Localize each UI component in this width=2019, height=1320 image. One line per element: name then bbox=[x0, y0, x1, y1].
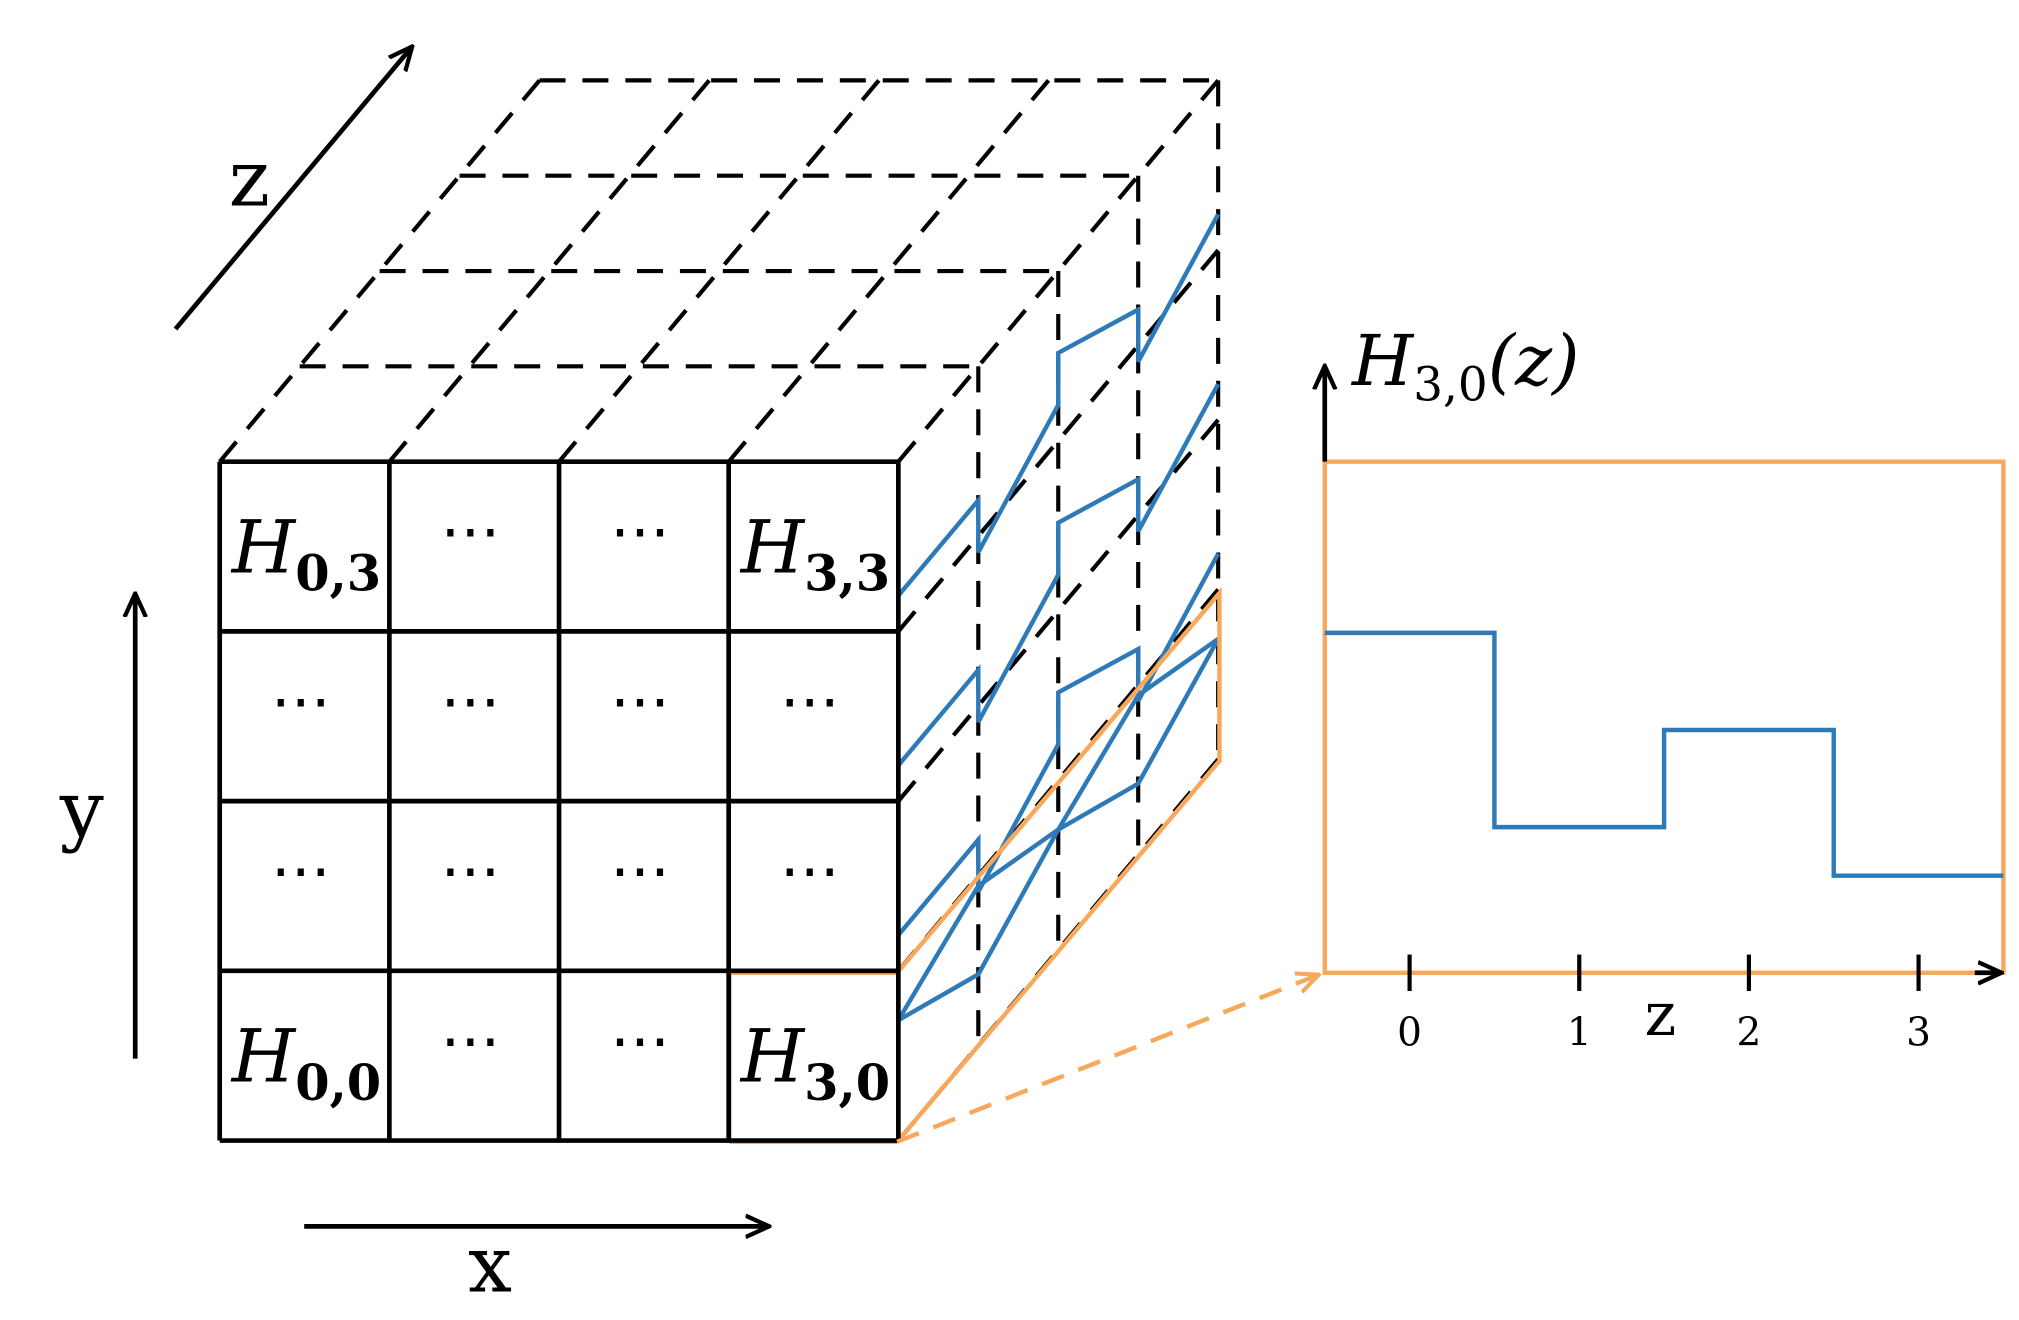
cell-histogram-trace bbox=[896, 552, 1221, 937]
histogram-tick-label: 0 bbox=[1397, 1011, 1422, 1056]
cell-ellipsis: ⋯ bbox=[440, 836, 508, 906]
z-histogram-traces bbox=[896, 213, 1221, 1023]
cell-histogram-trace bbox=[896, 382, 1221, 767]
cell-ellipsis: ⋯ bbox=[610, 497, 678, 567]
histogram-tick-label: 2 bbox=[1736, 1011, 1761, 1056]
histogram-frame bbox=[1322, 459, 2006, 975]
cell-ellipsis: ⋯ bbox=[610, 1006, 678, 1076]
histogram-title: H3,0(z) bbox=[1350, 320, 1579, 413]
y-axis-label: y bbox=[59, 765, 104, 855]
cell-ellipsis: ⋯ bbox=[780, 836, 848, 906]
cell-label: H3,3 bbox=[739, 506, 890, 603]
cube-front-face bbox=[217, 459, 901, 1143]
cell-ellipsis: ⋯ bbox=[440, 497, 508, 567]
histogram-step-line bbox=[1324, 630, 2004, 878]
cell-histogram-trace bbox=[896, 213, 1221, 598]
cell-ellipsis: ⋯ bbox=[271, 666, 339, 736]
cell-ellipsis: ⋯ bbox=[440, 666, 508, 736]
cube-dashed-grid bbox=[218, 78, 1221, 1142]
x-axis-label: x bbox=[468, 1220, 512, 1310]
cell-ellipsis: ⋯ bbox=[610, 666, 678, 736]
cell-histogram-trace bbox=[896, 637, 1220, 1022]
cell-ellipsis: ⋯ bbox=[271, 836, 339, 906]
histogram-x-label: z bbox=[1645, 980, 1677, 1050]
cell-ellipsis: ⋯ bbox=[780, 666, 848, 736]
cell-label: H3,0 bbox=[739, 1015, 890, 1112]
histogram-tick-label: 1 bbox=[1567, 1011, 1592, 1056]
z-axis-label: z bbox=[229, 134, 270, 224]
cell-ellipsis: ⋯ bbox=[610, 836, 678, 906]
histogram-ticks: 0 1 2 3 bbox=[1397, 954, 1931, 1056]
cell-ellipsis: ⋯ bbox=[440, 1006, 508, 1076]
z-axis-arrow bbox=[173, 48, 411, 331]
cell-label: H0,0 bbox=[230, 1015, 381, 1112]
slab-bottom-edge bbox=[895, 587, 1222, 1144]
zoom-connector-arrow bbox=[896, 975, 1317, 1144]
cell-label: H0,3 bbox=[230, 506, 381, 603]
histogram-panel: H3,0(z) 0 1 2 3 z bbox=[1322, 320, 2006, 1056]
histogram-tick-label: 3 bbox=[1906, 1011, 1931, 1056]
